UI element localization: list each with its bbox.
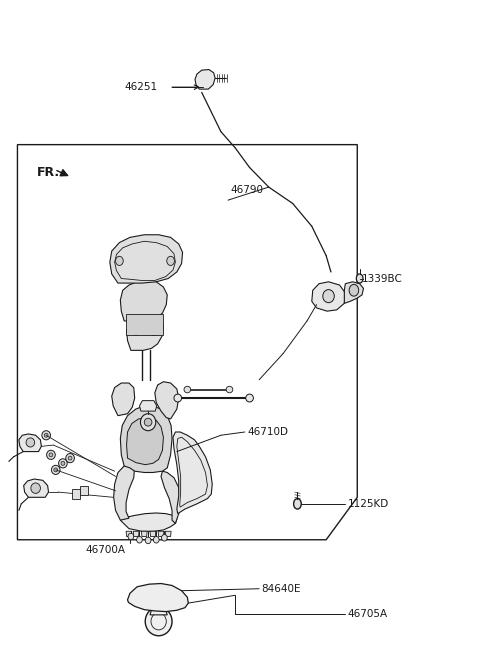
Polygon shape (158, 531, 164, 536)
Ellipse shape (161, 534, 167, 541)
Ellipse shape (356, 274, 363, 283)
Polygon shape (120, 406, 172, 472)
Ellipse shape (246, 394, 253, 402)
Ellipse shape (51, 465, 60, 474)
Polygon shape (173, 432, 212, 514)
Ellipse shape (42, 431, 50, 440)
Ellipse shape (49, 453, 53, 457)
Polygon shape (19, 434, 41, 451)
Polygon shape (150, 604, 167, 615)
Ellipse shape (31, 483, 40, 493)
Polygon shape (24, 479, 48, 497)
Ellipse shape (145, 607, 172, 636)
Text: 46700A: 46700A (86, 544, 126, 555)
Text: 46710D: 46710D (247, 427, 288, 437)
Polygon shape (155, 382, 179, 419)
Ellipse shape (116, 256, 123, 265)
Polygon shape (127, 418, 163, 464)
Ellipse shape (47, 450, 55, 459)
Polygon shape (120, 513, 177, 531)
Polygon shape (120, 280, 167, 321)
Ellipse shape (184, 386, 191, 393)
Polygon shape (312, 282, 345, 311)
Ellipse shape (349, 284, 359, 296)
Ellipse shape (66, 453, 74, 462)
Polygon shape (127, 316, 163, 350)
Text: 1339BC: 1339BC (362, 274, 403, 284)
Polygon shape (165, 531, 171, 536)
Text: 1125KD: 1125KD (348, 499, 389, 509)
Polygon shape (150, 531, 156, 536)
Ellipse shape (54, 468, 58, 472)
Text: 46790: 46790 (230, 185, 264, 195)
Ellipse shape (137, 536, 143, 543)
Ellipse shape (154, 536, 159, 543)
Ellipse shape (323, 290, 334, 303)
Text: 84640E: 84640E (262, 584, 301, 593)
Ellipse shape (128, 533, 134, 540)
Polygon shape (142, 531, 147, 536)
Polygon shape (128, 584, 188, 612)
Ellipse shape (59, 458, 67, 468)
Ellipse shape (68, 456, 72, 460)
Ellipse shape (61, 461, 65, 465)
Ellipse shape (174, 394, 181, 402)
Polygon shape (114, 463, 135, 520)
Ellipse shape (294, 498, 301, 509)
Polygon shape (126, 531, 132, 536)
Polygon shape (133, 531, 139, 536)
Ellipse shape (167, 256, 174, 265)
Polygon shape (112, 383, 135, 416)
Text: 46251: 46251 (124, 82, 157, 92)
Text: FR.: FR. (36, 166, 60, 179)
Ellipse shape (145, 537, 151, 544)
Polygon shape (110, 234, 182, 283)
Ellipse shape (26, 438, 35, 447)
Bar (80, 485, 88, 495)
Polygon shape (344, 282, 363, 303)
Polygon shape (140, 401, 157, 411)
Ellipse shape (141, 414, 156, 431)
Ellipse shape (226, 386, 233, 393)
Text: 46705A: 46705A (348, 608, 388, 618)
Bar (72, 489, 80, 498)
Bar (126, 314, 163, 335)
Polygon shape (195, 69, 215, 89)
Polygon shape (161, 471, 180, 523)
Ellipse shape (144, 419, 152, 426)
Ellipse shape (44, 434, 48, 438)
